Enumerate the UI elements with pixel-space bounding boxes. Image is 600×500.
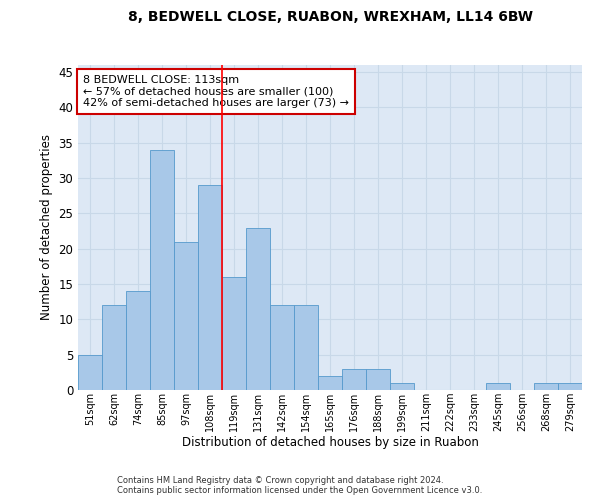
Text: Contains HM Land Registry data © Crown copyright and database right 2024.
Contai: Contains HM Land Registry data © Crown c… xyxy=(118,476,482,495)
Bar xyxy=(150,150,174,390)
Bar xyxy=(78,354,102,390)
Bar xyxy=(246,228,270,390)
Bar xyxy=(366,369,390,390)
X-axis label: Distribution of detached houses by size in Ruabon: Distribution of detached houses by size … xyxy=(182,436,478,450)
Bar xyxy=(390,383,414,390)
Y-axis label: Number of detached properties: Number of detached properties xyxy=(40,134,53,320)
Bar xyxy=(342,369,366,390)
Bar xyxy=(126,291,150,390)
Bar xyxy=(270,305,294,390)
Bar xyxy=(486,383,510,390)
Bar xyxy=(294,305,318,390)
Bar xyxy=(102,305,126,390)
Bar xyxy=(558,383,582,390)
Bar xyxy=(318,376,342,390)
Bar xyxy=(174,242,198,390)
Bar xyxy=(534,383,558,390)
Bar xyxy=(198,185,222,390)
Bar xyxy=(222,277,246,390)
Title: 8, BEDWELL CLOSE, RUABON, WREXHAM, LL14 6BW: 8, BEDWELL CLOSE, RUABON, WREXHAM, LL14 … xyxy=(128,10,533,24)
Text: 8 BEDWELL CLOSE: 113sqm
← 57% of detached houses are smaller (100)
42% of semi-d: 8 BEDWELL CLOSE: 113sqm ← 57% of detache… xyxy=(83,74,349,108)
